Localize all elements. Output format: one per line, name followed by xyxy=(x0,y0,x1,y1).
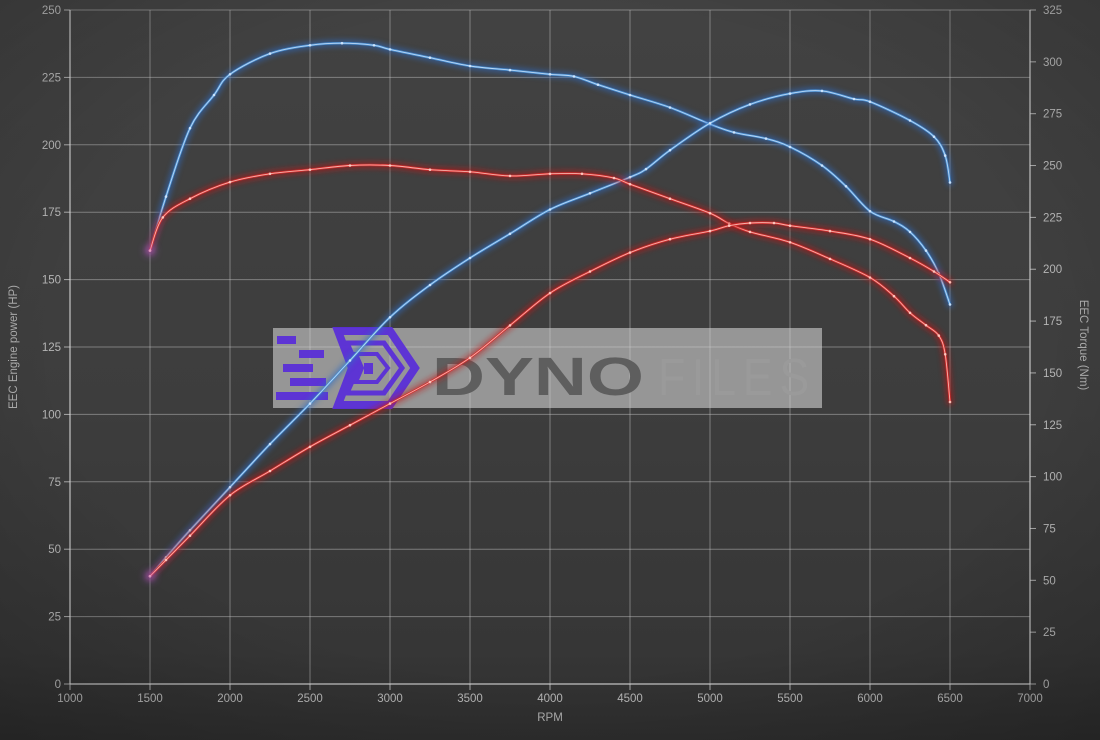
vignette-overlay xyxy=(0,0,1100,740)
dyno-chart: 0255075100125150175200225250025507510012… xyxy=(0,0,1100,740)
dyno-chart-panel: 0255075100125150175200225250025507510012… xyxy=(0,0,1100,740)
